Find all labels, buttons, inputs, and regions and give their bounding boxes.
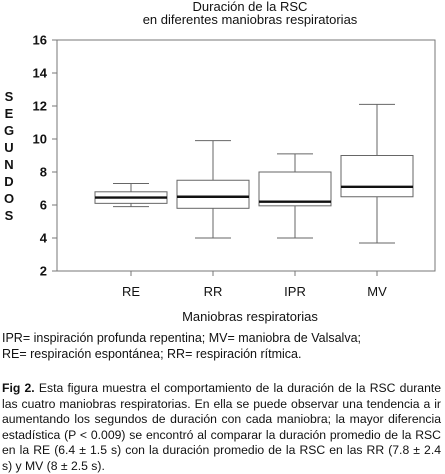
boxes — [94, 103, 414, 244]
y-label-letter: O — [4, 191, 14, 206]
x-tick-label: RE — [122, 284, 140, 299]
y-label-letter: S — [5, 89, 14, 104]
notes-line-1: IPR= inspiración profunda repentina; MV=… — [2, 331, 362, 345]
x-tick-label: IPR — [284, 284, 306, 299]
box-plot-chart: Duración de la RSC en diferentes maniobr… — [4, 0, 436, 324]
y-tick-label: 14 — [33, 66, 48, 81]
box-ipr — [258, 153, 332, 239]
caption-text: Esta figura muestra el comportamiento de… — [2, 381, 442, 473]
notes-line-2: RE= respiración espontánea; RR= respirac… — [2, 347, 302, 361]
y-tick-label: 4 — [40, 231, 48, 246]
iqr-box — [176, 179, 250, 209]
y-label-letter: S — [5, 208, 14, 223]
chart-title-line-1: Duración de la RSC — [193, 0, 308, 14]
box-rr — [176, 140, 250, 239]
iqr-box — [258, 171, 332, 207]
y-label-letter: G — [4, 123, 14, 138]
y-axis-ticks: 2 4 6 8 10 12 14 16 — [33, 33, 57, 279]
y-tick-label: 6 — [40, 198, 47, 213]
y-tick-label: 16 — [33, 33, 47, 48]
y-tick-label: 12 — [33, 99, 47, 114]
y-label-letter: U — [4, 140, 13, 155]
x-axis-ticks: RE RR IPR MV — [122, 271, 387, 299]
y-label-letter: N — [4, 157, 13, 172]
box-mv — [340, 103, 414, 244]
plot-frame — [56, 39, 436, 272]
x-axis-label: Maniobras respiratorias — [182, 309, 318, 324]
y-tick-label: 8 — [40, 165, 47, 180]
y-label-letter: E — [5, 106, 14, 121]
chart-title-line-2: en diferentes maniobras respiratorias — [143, 12, 358, 27]
y-tick-label: 10 — [33, 132, 47, 147]
x-tick-label: RR — [204, 284, 223, 299]
figure-caption: Fig 2. Esta figura muestra el comportami… — [2, 381, 441, 474]
abbreviation-notes: IPR= inspiración profunda repentina; MV=… — [2, 330, 442, 362]
y-label-letter: D — [4, 174, 13, 189]
box-re — [94, 183, 168, 208]
iqr-box — [340, 155, 414, 198]
caption-label: Fig 2. — [2, 381, 35, 395]
y-tick-label: 2 — [40, 264, 47, 279]
x-tick-label: MV — [367, 284, 387, 299]
